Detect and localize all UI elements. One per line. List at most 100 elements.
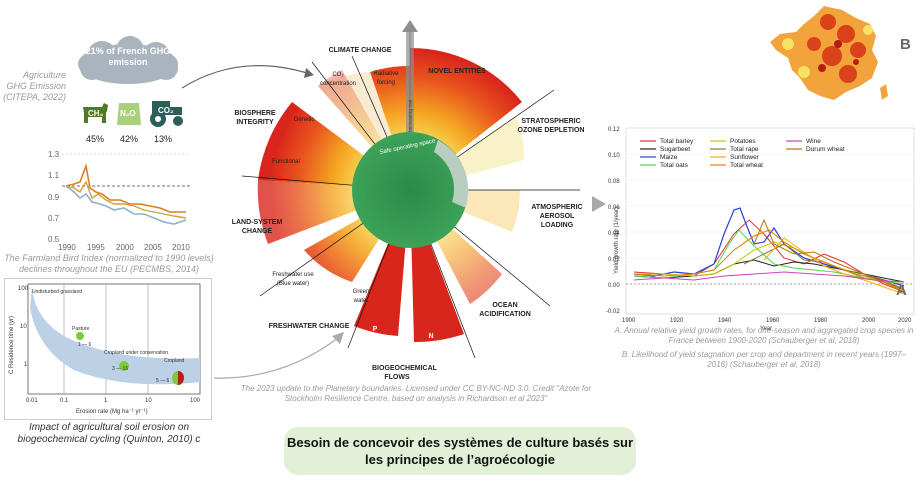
bird-xtick: 1995 (87, 243, 105, 252)
bird-ytick: 0.9 (48, 193, 60, 202)
earth-landmass (434, 140, 469, 208)
legend-item: Maize (660, 154, 678, 161)
gas-name-co2: CO₂ (158, 106, 174, 115)
erosion-ytick: 10 (20, 324, 27, 330)
conservation-range: 3 — 16 (112, 366, 128, 372)
bird-ytick: 0.7 (48, 214, 60, 223)
gas-name-n2o: N₂O (120, 109, 136, 118)
conservation-label: Cropland under conservation (104, 350, 168, 356)
yield-ytick: 0.08 (608, 179, 620, 185)
yield-ytick: 0.06 (608, 205, 620, 211)
risk-arrow-head (402, 20, 418, 32)
gas-pct-n2o: 42% (120, 134, 139, 144)
legend-item: Total rape (730, 146, 759, 153)
panel-letter-a: A (896, 282, 907, 299)
yield-xtick: 1920 (670, 318, 684, 324)
yield-xtick: 1960 (766, 318, 780, 324)
yield-xtick: 1980 (814, 318, 828, 324)
label-land-system: LAND-SYSTEM CHANGE (231, 219, 283, 235)
erosion-xtick: 0.01 (26, 398, 38, 404)
bird-ytick: 0.5 (48, 235, 60, 244)
ghg-caption: Agriculture GHG Emission (CITEPA, 2022) (3, 70, 66, 102)
legend-item: Sunflower (730, 154, 760, 161)
bird-caption: The Farmland Bird Index (normalized to 1… (4, 253, 214, 274)
yield-xtick: 1940 (718, 318, 732, 324)
gas-icons: CH₄ N₂O CO₂ 45% 42% 13% (80, 97, 190, 145)
yield-ytick: 0.04 (608, 231, 620, 237)
label-functional: Functional (272, 159, 300, 165)
bird-xtick: 2000 (116, 243, 134, 252)
bird-ytick: 1.1 (48, 171, 60, 180)
erosion-xtick: 1 (104, 398, 108, 404)
legend-item: Sugarbeet (660, 146, 690, 153)
yield-xtick: 2000 (862, 318, 876, 324)
erosion-xtick: 0.1 (60, 398, 69, 404)
cloud-text: 21% of French GHG emission (85, 46, 171, 67)
bird-xtick: 2010 (172, 243, 190, 252)
cloud-to-wheel-arrow (181, 65, 314, 89)
yield-xlabel: Year (760, 326, 772, 332)
cow-icon (83, 103, 108, 123)
gas-pct-ch4: 45% (86, 134, 105, 144)
caption-b: B. Likelihood of yield stagnation per cr… (621, 350, 907, 369)
label-novel-entities: NOVEL ENTITIES (428, 68, 486, 75)
yield-xtick: 1900 (622, 318, 636, 324)
legend-item: Total wheat (730, 162, 763, 169)
erosion-ylabel: C Residence time (yr) (9, 316, 15, 374)
label-freshwater: FRESHWATER CHANGE (268, 323, 350, 330)
gas-name-ch4: CH₄ (88, 109, 104, 118)
safe-operating-space (352, 132, 468, 248)
legend-item: Durum wheat (806, 146, 845, 153)
bird-xtick: 2005 (144, 243, 162, 252)
legend-item: Potatoes (730, 138, 756, 145)
label-aerosol: ATMOSPHERIC AEROSOL LOADING (531, 204, 583, 229)
label-n: N (428, 333, 434, 340)
wheel-credit: The 2023 update to the Planetary boundar… (240, 384, 592, 403)
label-green-water: Green water (352, 289, 370, 304)
tractor-icon (150, 101, 183, 127)
label-biosphere: BIOSPHERE INTEGRITY (234, 110, 276, 126)
gas-pct-co2: 13% (154, 134, 173, 144)
yield-ytick: 0.00 (608, 283, 620, 289)
legend-item: Wine (806, 138, 821, 145)
france-map (770, 6, 888, 100)
yield-legend: Total barley Sugarbeet Maize Total oats … (640, 138, 845, 169)
risk-arrow-label: Increasing risk (408, 99, 414, 132)
conclusion-box: Besoin de concevoir des systèmes de cult… (284, 427, 636, 475)
bird-xtick: 1990 (58, 243, 76, 252)
label-co2-concentration: CO₂ concentration (319, 72, 357, 87)
label-blue-water: Freshwater use (Blue water) (272, 272, 314, 287)
legend-item: Total oats (660, 162, 689, 169)
bird-index-chart: 1.3 1.1 0.9 0.7 0.5 1990 1995 2000 2005 … (48, 150, 190, 252)
right-arrow (592, 196, 606, 212)
erosion-chart-frame (4, 278, 212, 420)
erosion-ytick: 100 (18, 286, 29, 292)
yield-ytick: -0.02 (606, 309, 620, 315)
yield-ytick: 0.02 (608, 257, 620, 263)
cropland-range: 5 — 6 (156, 378, 170, 384)
caption-a: A. Annual relative yield growth rates, f… (614, 326, 914, 345)
cropland-label: Cropland (164, 358, 185, 364)
yield-ytick: 0.12 (608, 127, 620, 133)
legend-item: Total barley (660, 138, 694, 145)
label-ozone: STRATOSPHERIC OZONE DEPLETION (517, 118, 585, 134)
erosion-xtick: 100 (190, 398, 201, 404)
label-climate-change: CLIMATE CHANGE (328, 47, 392, 54)
erosion-ytick: 1 (24, 362, 28, 368)
yield-ytick: 0.10 (608, 153, 620, 159)
label-biogeochemical: BIOGEOCHEMICAL FLOWS (372, 365, 437, 381)
risk-arrow-shaft (406, 30, 414, 150)
pasture-label: Pasture (72, 326, 89, 332)
yield-ylabel: Yield growth rate (1/year) (614, 207, 620, 274)
erosion-xlabel: Erosion rate (Mg ha⁻¹ yr⁻¹) (76, 409, 148, 415)
erosion-chart: 100 10 1 0.01 0.1 1 10 100 Erosion rate … (9, 283, 201, 415)
conclusion-text: Besoin de concevoir des systèmes de cult… (286, 435, 634, 467)
label-ocean: OCEAN ACIDIFICATION (479, 302, 531, 318)
ghg-cloud (78, 36, 178, 84)
undisturbed-label: Undisturbed grassland (32, 289, 82, 295)
label-radiative-forcing: Radiative forcing (373, 71, 399, 86)
panel-letter-b: B (900, 36, 911, 53)
erosion-caption: Impact of agricultural soil erosion on b… (17, 422, 201, 445)
label-p: P (372, 326, 378, 333)
yield-growth-chart: 0.12 0.10 0.08 0.06 0.04 0.02 0.00 -0.02… (606, 127, 915, 332)
